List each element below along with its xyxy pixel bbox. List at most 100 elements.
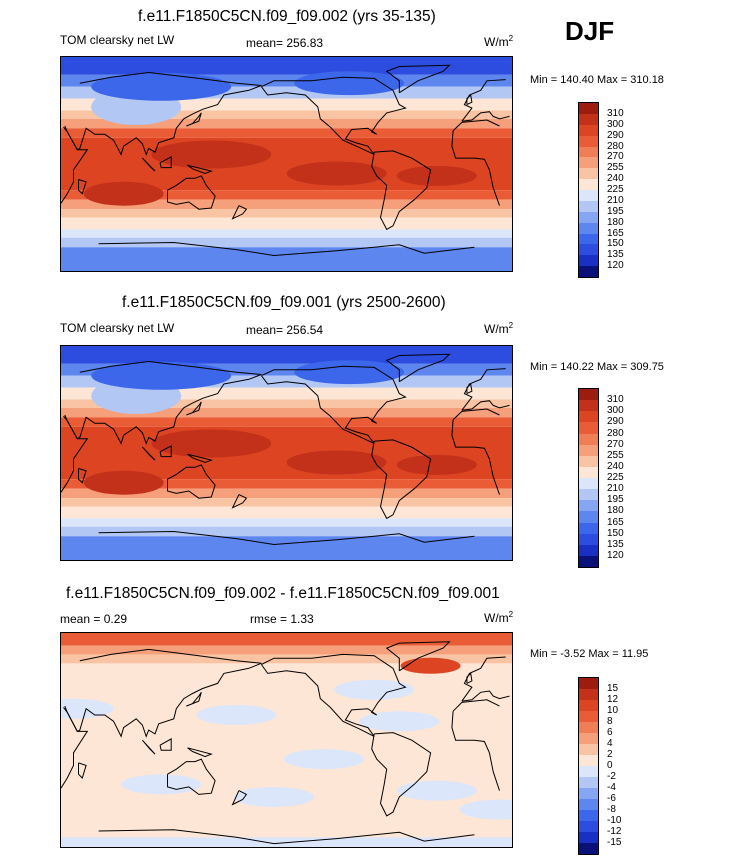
coastline [187,747,213,758]
field-anomaly [396,780,477,801]
colorbar-tick-label: 0 [607,760,613,771]
field-band [61,488,512,499]
coastline [98,530,475,546]
colorbar-swatch [579,146,598,158]
colorbar-tick-label: -12 [607,826,622,837]
coastline [142,739,156,755]
colorbar-tick-label: 290 [607,129,624,141]
coastlines [61,641,510,845]
colorbar-swatch [579,255,598,267]
colorbar-swatch [579,222,598,234]
colorbar-tick-label: 255 [607,449,624,461]
field-band [61,479,512,489]
panel3-rmse-label: rmse = 1.33 [250,612,314,626]
colorbar-tick-label: 135 [607,538,624,550]
colorbar-swatch [579,832,598,843]
colorbar-tick-label: 4 [607,738,613,749]
field-layer [61,633,512,847]
coastline [371,150,432,231]
coastline [64,71,262,156]
field-band [61,498,512,507]
colorbar-tick-label: 310 [607,394,624,406]
field-layer [61,57,512,271]
panel2-colorbar [578,388,599,568]
field-band [61,217,512,230]
coastline [64,648,262,738]
colorbar-swatch [579,744,598,755]
colorbar-swatch [579,766,598,777]
panel1-range-label: Min = 140.40 Max = 310.18 [530,74,664,86]
coastline [466,93,473,106]
colorbar-swatch [579,466,598,478]
field-cold-spot [294,71,405,96]
coastline [451,711,500,791]
field-band [61,110,512,119]
colorbar-swatch [579,135,598,147]
panel3-mean-label: mean = 0.29 [60,612,128,626]
field-anomaly [400,657,461,674]
field-core [396,165,477,186]
coastline [466,382,473,395]
colorbar-swatch [579,533,598,545]
panel2-range-label: Min = 140.22 Max = 309.75 [530,361,664,373]
field-band [61,654,512,664]
field-band [61,118,512,129]
colorbar-tick-label: 210 [607,483,624,495]
colorbar-tick-label: 195 [607,205,624,217]
coastline [385,353,451,383]
field-band [61,645,512,655]
colorbar-swatch [579,689,598,700]
coastline [451,130,500,206]
field-anomaly [61,698,114,719]
colorbar-tick-label: -10 [607,815,622,826]
colorbar-tick-label: 120 [607,549,624,561]
field-layer [61,346,512,560]
panel1-units-label: W/m2 [484,34,514,49]
colorbar-swatch [579,444,598,456]
colorbar-tick-label: 225 [607,184,624,195]
colorbar-tick-label: 280 [607,140,624,152]
field-anomaly [334,679,415,700]
colorbar-tick-label: 2 [607,749,613,760]
colorbar-swatch [579,755,598,766]
field-band [61,229,512,238]
colorbar-tick-label: -6 [607,793,616,804]
colorbar-tick-label: -15 [607,837,622,848]
colorbar-tick-label: 280 [607,427,624,439]
coastline [461,690,510,702]
coastline [167,175,216,210]
colorbar-tick-label: 255 [607,162,624,174]
field-core [151,140,272,169]
colorbar-tick-label: 165 [607,516,624,528]
colorbar-tick-label: 290 [607,416,624,428]
panel1-colorbar [578,102,599,278]
coastline [159,445,172,458]
panel3-title: f.e11.F1850C5CN.f09_f09.002 - f.e11.F185… [66,585,500,602]
colorbar-tick-label: -2 [607,771,616,782]
panel2-variable-label: TOM clearsky net LW [60,321,175,335]
coastline [186,112,202,127]
colorbar-tick-label: 240 [607,460,624,472]
field-core [151,429,272,458]
field-core [396,454,477,475]
coastline [187,453,213,464]
colorbar-swatch [579,810,598,821]
colorbar-swatch [579,233,598,245]
colorbar-tick-label: 135 [607,249,624,261]
coastline [167,758,216,795]
colorbar-tick-label: 270 [607,438,624,450]
field-band [61,98,512,111]
coastline [98,241,475,257]
colorbar-tick-label: -8 [607,804,616,815]
colorbar-swatch [579,433,598,445]
coastline [78,179,87,195]
colorbar-swatch [579,500,598,512]
coastline [142,157,156,172]
colorbar-tick-label: 210 [607,194,624,206]
field-band [61,399,512,408]
colorbar-swatch [579,821,598,832]
colorbar-swatch [579,400,598,412]
coastlines [61,353,510,546]
panel1-mean-label: mean= 256.83 [246,36,324,50]
colorbar-swatch [579,843,598,854]
